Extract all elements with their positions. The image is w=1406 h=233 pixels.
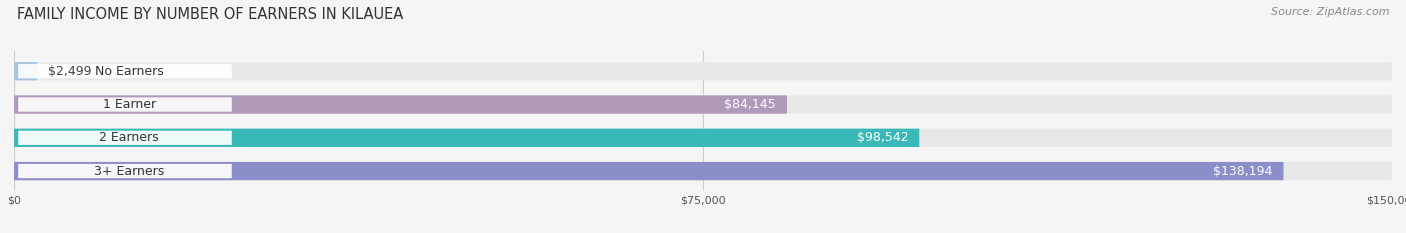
FancyBboxPatch shape	[14, 62, 1392, 80]
Text: $138,194: $138,194	[1213, 164, 1272, 178]
Text: Source: ZipAtlas.com: Source: ZipAtlas.com	[1271, 7, 1389, 17]
Text: $84,145: $84,145	[724, 98, 776, 111]
FancyBboxPatch shape	[18, 164, 232, 178]
FancyBboxPatch shape	[14, 129, 1392, 147]
Text: No Earners: No Earners	[94, 65, 163, 78]
FancyBboxPatch shape	[14, 162, 1284, 180]
Text: $98,542: $98,542	[856, 131, 908, 144]
FancyBboxPatch shape	[14, 162, 1392, 180]
FancyBboxPatch shape	[18, 131, 232, 145]
Text: 1 Earner: 1 Earner	[103, 98, 156, 111]
Text: $2,499: $2,499	[48, 65, 91, 78]
Text: 2 Earners: 2 Earners	[100, 131, 159, 144]
FancyBboxPatch shape	[14, 95, 787, 114]
FancyBboxPatch shape	[14, 62, 37, 80]
FancyBboxPatch shape	[14, 95, 1392, 114]
Text: 3+ Earners: 3+ Earners	[94, 164, 165, 178]
Text: FAMILY INCOME BY NUMBER OF EARNERS IN KILAUEA: FAMILY INCOME BY NUMBER OF EARNERS IN KI…	[17, 7, 404, 22]
FancyBboxPatch shape	[14, 129, 920, 147]
FancyBboxPatch shape	[18, 64, 232, 78]
FancyBboxPatch shape	[18, 97, 232, 112]
